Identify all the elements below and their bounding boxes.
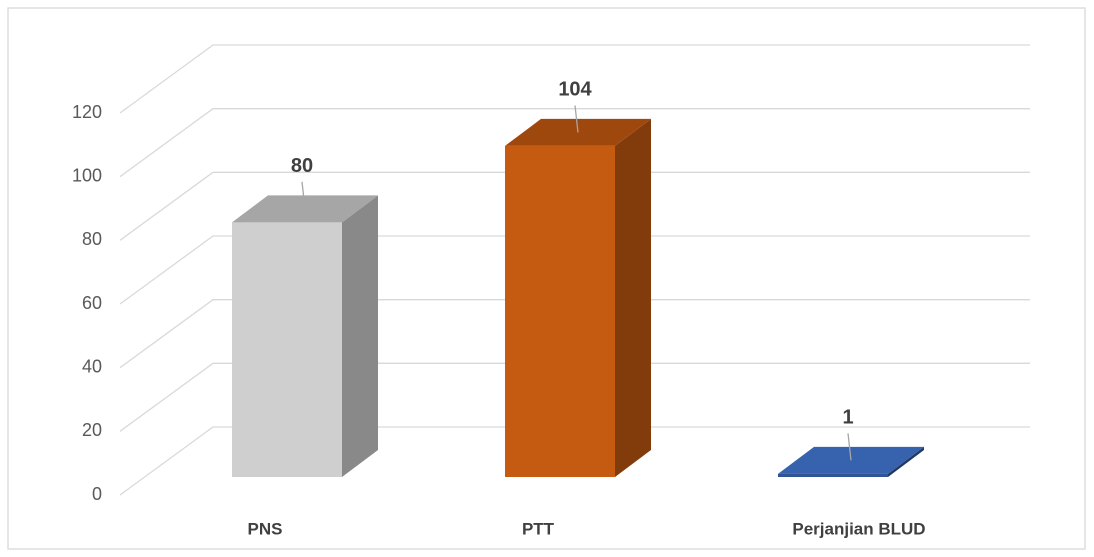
grid-line [119, 108, 1030, 178]
x-tick-label: Perjanjian BLUD [792, 519, 925, 538]
bar-side [615, 118, 651, 477]
x-tick-label: PTT [522, 519, 555, 538]
bar-side [888, 446, 924, 477]
y-tick-label: 120 [72, 102, 102, 122]
y-tick-label: 40 [82, 356, 102, 376]
bar [505, 145, 615, 477]
value-label: 1 [842, 407, 853, 429]
grid-line [119, 299, 1030, 369]
bar-side [342, 195, 378, 478]
leader-line [574, 105, 579, 133]
grid-line [119, 426, 1030, 496]
bar [778, 473, 888, 477]
value-label: 80 [291, 155, 313, 177]
y-tick-label: 80 [82, 229, 102, 249]
y-tick-label: 60 [82, 293, 102, 313]
leader-line [847, 433, 852, 461]
y-tick-label: 20 [82, 420, 102, 440]
grid-line [119, 44, 1030, 114]
grid-line [119, 362, 1030, 432]
bar [232, 222, 342, 477]
y-tick-label: 100 [72, 165, 102, 185]
y-tick-label: 0 [92, 484, 102, 504]
grid-line [119, 235, 1030, 305]
leader-line [301, 181, 306, 209]
grid-line [119, 171, 1030, 241]
value-label: 104 [558, 79, 592, 101]
x-tick-label: PNS [248, 519, 283, 538]
